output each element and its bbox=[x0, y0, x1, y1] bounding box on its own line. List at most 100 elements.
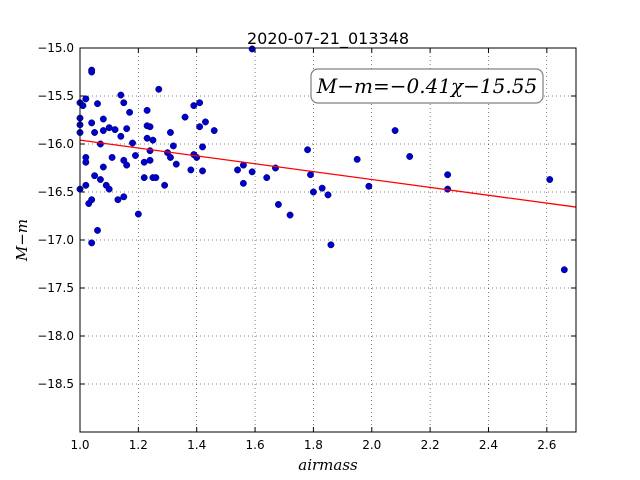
data-point bbox=[248, 45, 256, 53]
data-point bbox=[304, 146, 312, 154]
data-point bbox=[161, 181, 169, 189]
x-axis-label: airmass bbox=[298, 456, 358, 474]
data-point bbox=[324, 191, 332, 199]
fit-line bbox=[79, 139, 577, 208]
data-point bbox=[131, 152, 139, 159]
data-point bbox=[248, 168, 256, 176]
data-point bbox=[88, 119, 96, 127]
x-tick-label: 1.6 bbox=[246, 438, 265, 452]
data-point bbox=[155, 85, 163, 93]
data-point bbox=[99, 127, 107, 135]
data-point bbox=[140, 158, 148, 166]
data-point bbox=[202, 118, 209, 126]
data-point bbox=[120, 193, 128, 201]
data-point bbox=[307, 171, 314, 179]
annotation-box bbox=[310, 68, 544, 104]
y-tick-label: −17.0 bbox=[37, 233, 74, 247]
x-tick-label: 2.0 bbox=[362, 438, 381, 452]
data-point bbox=[406, 153, 414, 160]
data-point bbox=[546, 176, 554, 183]
data-point bbox=[99, 115, 107, 123]
x-tick-label: 2.6 bbox=[537, 438, 556, 452]
y-tick-label: −17.5 bbox=[37, 281, 74, 295]
data-point bbox=[210, 127, 218, 135]
y-tick-label: −18.5 bbox=[37, 377, 74, 391]
data-point bbox=[234, 166, 242, 174]
data-point bbox=[146, 156, 154, 164]
data-point bbox=[181, 113, 189, 121]
x-tick-label: 2.2 bbox=[421, 438, 440, 452]
data-point bbox=[444, 171, 452, 179]
data-point bbox=[190, 102, 198, 110]
x-tick-label: 1.0 bbox=[70, 438, 89, 452]
plot-frame bbox=[79, 47, 577, 433]
data-point bbox=[146, 123, 154, 131]
data-point bbox=[140, 174, 148, 182]
data-point bbox=[114, 196, 122, 204]
y-tick-label: −16.5 bbox=[37, 185, 74, 199]
y-tick-label: −18.0 bbox=[37, 329, 74, 343]
data-point bbox=[123, 125, 131, 133]
data-point bbox=[365, 182, 373, 190]
data-point bbox=[353, 155, 361, 163]
x-tick-label: 2.4 bbox=[479, 438, 498, 452]
data-point bbox=[111, 126, 119, 134]
y-tick-label: −16.0 bbox=[37, 137, 74, 151]
data-point bbox=[196, 123, 204, 131]
data-point bbox=[143, 134, 151, 142]
data-point bbox=[123, 161, 131, 169]
axis-ticks: 1.0 1.2 1.4 1.6 1.8 2.0 2.2 2.4 2.6 −15.0 −15.5 −16… bbox=[37, 41, 576, 452]
data-point bbox=[88, 196, 96, 204]
y-tick-label: −15.0 bbox=[37, 41, 74, 55]
data-point bbox=[134, 210, 142, 218]
fit-annotation: M−m=−0.41χ−15.55 bbox=[310, 68, 544, 104]
data-point bbox=[199, 167, 206, 175]
data-point bbox=[149, 136, 157, 144]
data-point bbox=[117, 91, 125, 99]
data-point bbox=[82, 158, 90, 166]
data-point bbox=[99, 163, 107, 171]
data-point bbox=[117, 132, 125, 140]
data-point bbox=[79, 102, 87, 110]
data-point bbox=[166, 129, 174, 136]
data-point bbox=[196, 99, 204, 107]
data-point bbox=[88, 239, 96, 247]
data-point bbox=[152, 174, 160, 182]
data-point bbox=[91, 172, 99, 180]
data-point bbox=[327, 241, 335, 249]
data-point bbox=[274, 201, 282, 208]
data-point bbox=[187, 166, 195, 174]
data-point bbox=[126, 108, 134, 116]
x-tick-label: 1.4 bbox=[187, 438, 206, 452]
data-point bbox=[94, 100, 101, 108]
annotation-text: M−m=−0.41χ−15.55 bbox=[316, 74, 537, 98]
data-point bbox=[199, 143, 206, 151]
data-point bbox=[108, 153, 116, 161]
data-point bbox=[286, 211, 294, 219]
data-point bbox=[169, 142, 177, 150]
data-point bbox=[143, 106, 151, 114]
data-point bbox=[391, 127, 399, 135]
grid-lines bbox=[79, 47, 576, 432]
y-axis-label: M−m bbox=[13, 219, 31, 262]
chart-title: 2020-07-21_013348 bbox=[247, 29, 409, 49]
data-point bbox=[560, 266, 568, 274]
data-point bbox=[166, 153, 174, 161]
x-tick-label: 1.8 bbox=[304, 438, 323, 452]
data-point bbox=[82, 95, 90, 103]
data-point bbox=[129, 139, 136, 147]
data-point bbox=[172, 160, 180, 168]
data-point bbox=[120, 99, 128, 107]
data-point bbox=[263, 174, 271, 182]
data-point bbox=[105, 185, 113, 193]
x-tick-label: 1.2 bbox=[129, 438, 148, 452]
data-point bbox=[146, 147, 154, 155]
data-point bbox=[91, 129, 99, 136]
data-point bbox=[96, 176, 104, 183]
data-point bbox=[309, 188, 317, 196]
data-point bbox=[239, 179, 247, 187]
data-point bbox=[318, 184, 326, 192]
y-tick-label: −15.5 bbox=[37, 89, 74, 103]
data-point bbox=[94, 226, 101, 234]
